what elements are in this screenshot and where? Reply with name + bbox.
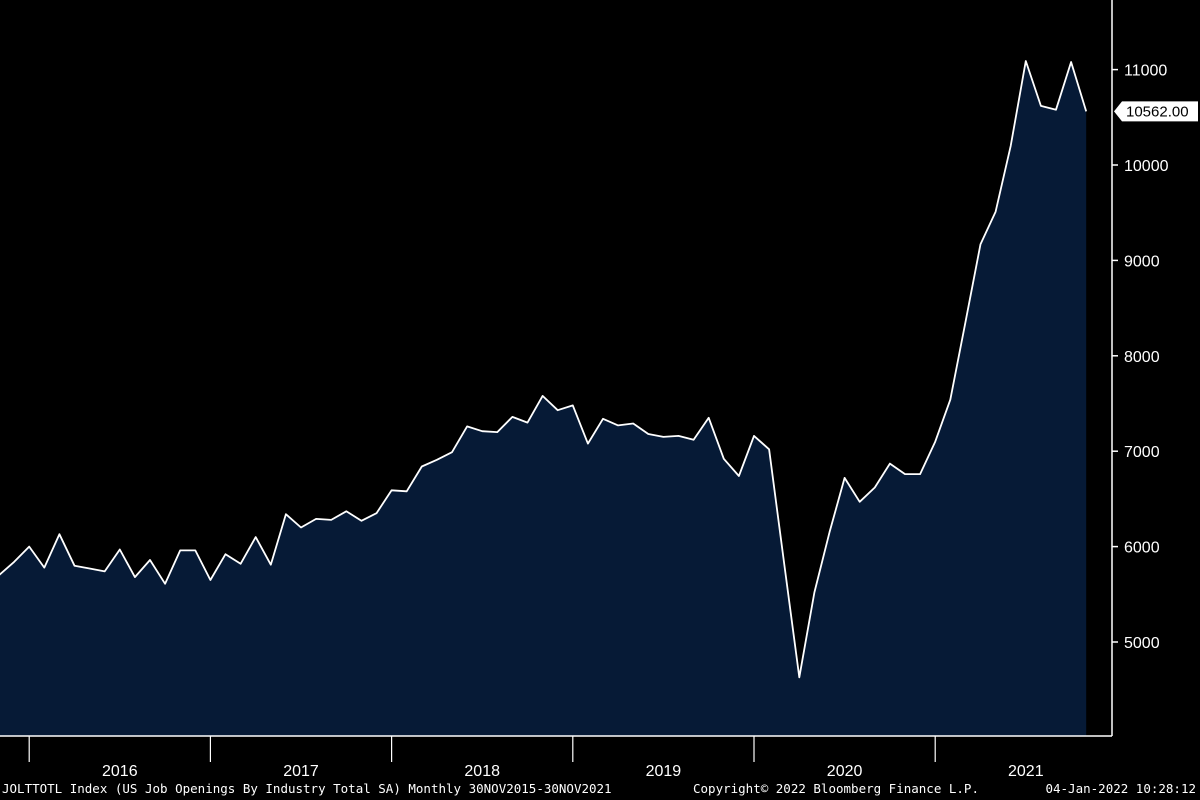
- x-axis-ticks: 2016 2017 2018 2019 2020 2021: [28, 736, 1044, 780]
- series-area: [0, 61, 1087, 736]
- x-tick-label: 2020: [827, 763, 863, 780]
- footer-ticker-description: JOLTTOTL Index (US Job Openings By Indus…: [2, 781, 612, 796]
- y-tick-label: 7000: [1124, 444, 1160, 461]
- series-line: [0, 60, 1088, 679]
- y-tick-label: 9000: [1124, 253, 1160, 270]
- y-tick-label: 5000: [1124, 635, 1160, 652]
- y-axis-ticks: 5000 6000 7000 8000 9000 10000 11000: [1112, 63, 1169, 652]
- last-value-marker: 10562.00: [1114, 101, 1198, 122]
- y-tick-label: 11000: [1124, 63, 1167, 80]
- footer-timestamp: 04-Jan-2022 10:28:12: [1045, 781, 1196, 796]
- x-tick-label: 2017: [283, 763, 319, 780]
- y-tick-label: 10000: [1124, 158, 1169, 175]
- x-tick-label: 2016: [102, 763, 138, 780]
- x-tick-label: 2021: [1008, 763, 1044, 780]
- x-tick-label: 2019: [646, 763, 682, 780]
- last-value-box: [1114, 101, 1198, 122]
- x-tick-label: 2018: [464, 763, 500, 780]
- y-tick-label: 8000: [1124, 349, 1160, 366]
- y-tick-label: 6000: [1124, 540, 1160, 557]
- plot-area: [0, 60, 1088, 736]
- footer-copyright: Copyright© 2022 Bloomberg Finance L.P.: [693, 781, 979, 796]
- last-value-label: 10562.00: [1126, 103, 1189, 120]
